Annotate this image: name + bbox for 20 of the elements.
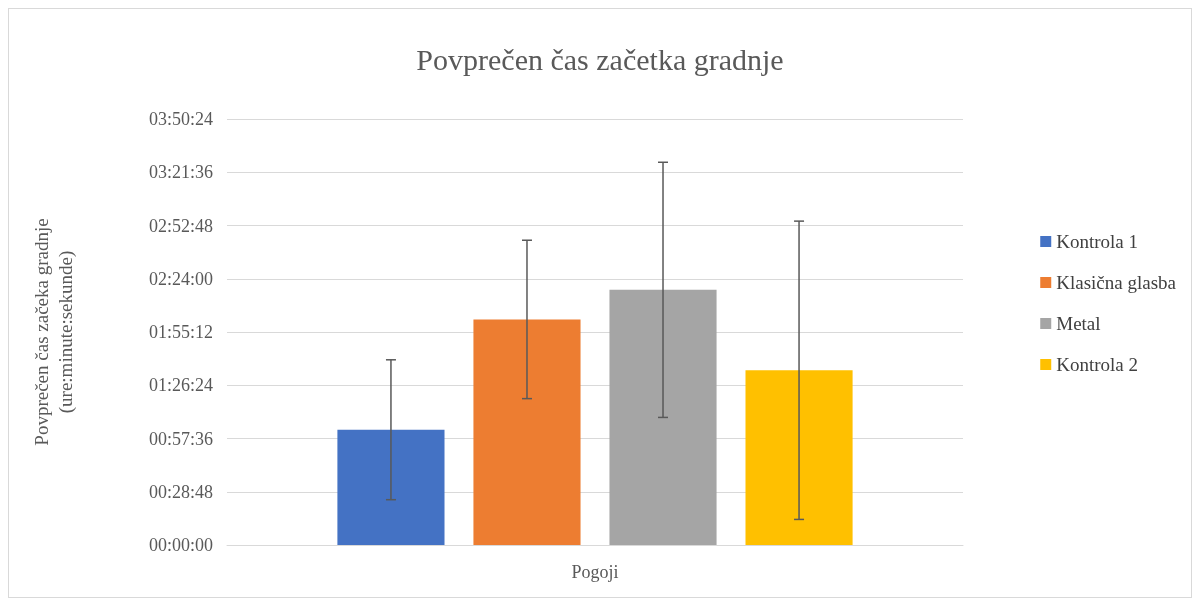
bar <box>337 429 445 545</box>
bar <box>473 319 581 545</box>
legend-label: Klasična glasba <box>1056 272 1177 293</box>
y-tick-label: 03:21:36 <box>148 162 213 183</box>
y-tick-label: 03:50:24 <box>148 109 213 129</box>
legend-label: Kontrola 1 <box>1056 231 1139 252</box>
y-tick-label: 01:26:24 <box>148 375 213 396</box>
legend-label: Metal <box>1056 313 1101 334</box>
legend-label: Kontrola 2 <box>1056 354 1139 375</box>
chart-title: Povprečen čas začetka gradnje <box>416 42 784 76</box>
y-tick-label: 00:00:00 <box>148 535 213 555</box>
y-tick-label: 00:28:48 <box>148 481 213 502</box>
y-tick-label: 01:55:12 <box>148 322 213 342</box>
y-tick-label: 02:24:00 <box>148 268 213 289</box>
y-tick-label: 02:52:48 <box>148 215 213 236</box>
x-tick-label: Pogoji <box>571 562 619 582</box>
bar <box>745 370 853 545</box>
y-axis-title: Povprečen čas začeka gradnje (ure:minute:sekunde) <box>30 218 77 446</box>
bar <box>609 289 717 545</box>
y-tick-label: 00:57:36 <box>148 428 213 449</box>
